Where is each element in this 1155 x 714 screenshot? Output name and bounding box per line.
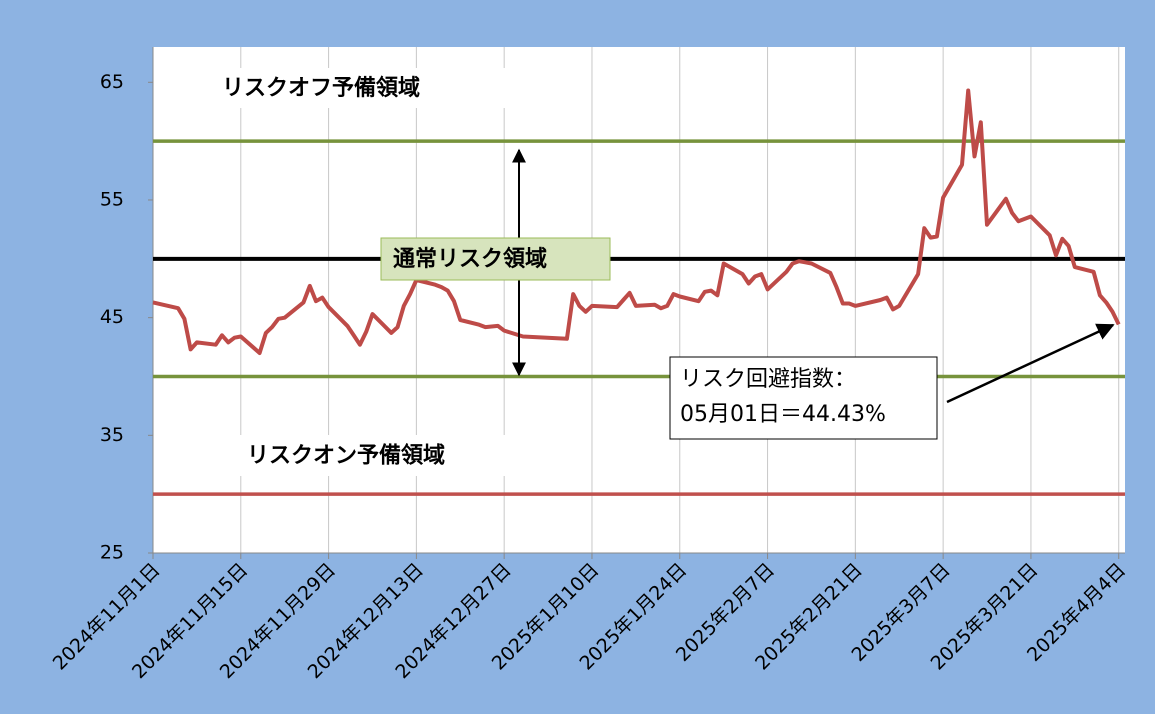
y-tick-label: 35 <box>100 424 124 446</box>
y-tick-label: 55 <box>100 188 124 210</box>
annotation: リスクオン予備領域 <box>247 443 445 469</box>
callout-value: 05月01日＝44.43% <box>680 402 886 427</box>
y-tick-label: 65 <box>100 71 124 93</box>
annotation: リスクオフ予備領域 <box>222 75 420 101</box>
callout-arrow <box>946 323 1115 404</box>
annotation-box <box>235 435 515 476</box>
y-tick-label: 25 <box>100 542 124 564</box>
callout-title: リスク回避指数： <box>680 367 856 392</box>
annotation-box <box>210 68 505 108</box>
callout-box <box>669 356 938 440</box>
y-tick-label: 45 <box>100 306 124 328</box>
annotation: 通常リスク領域 <box>393 246 547 272</box>
annotation-box <box>380 237 611 281</box>
data-line <box>152 88 1121 355</box>
